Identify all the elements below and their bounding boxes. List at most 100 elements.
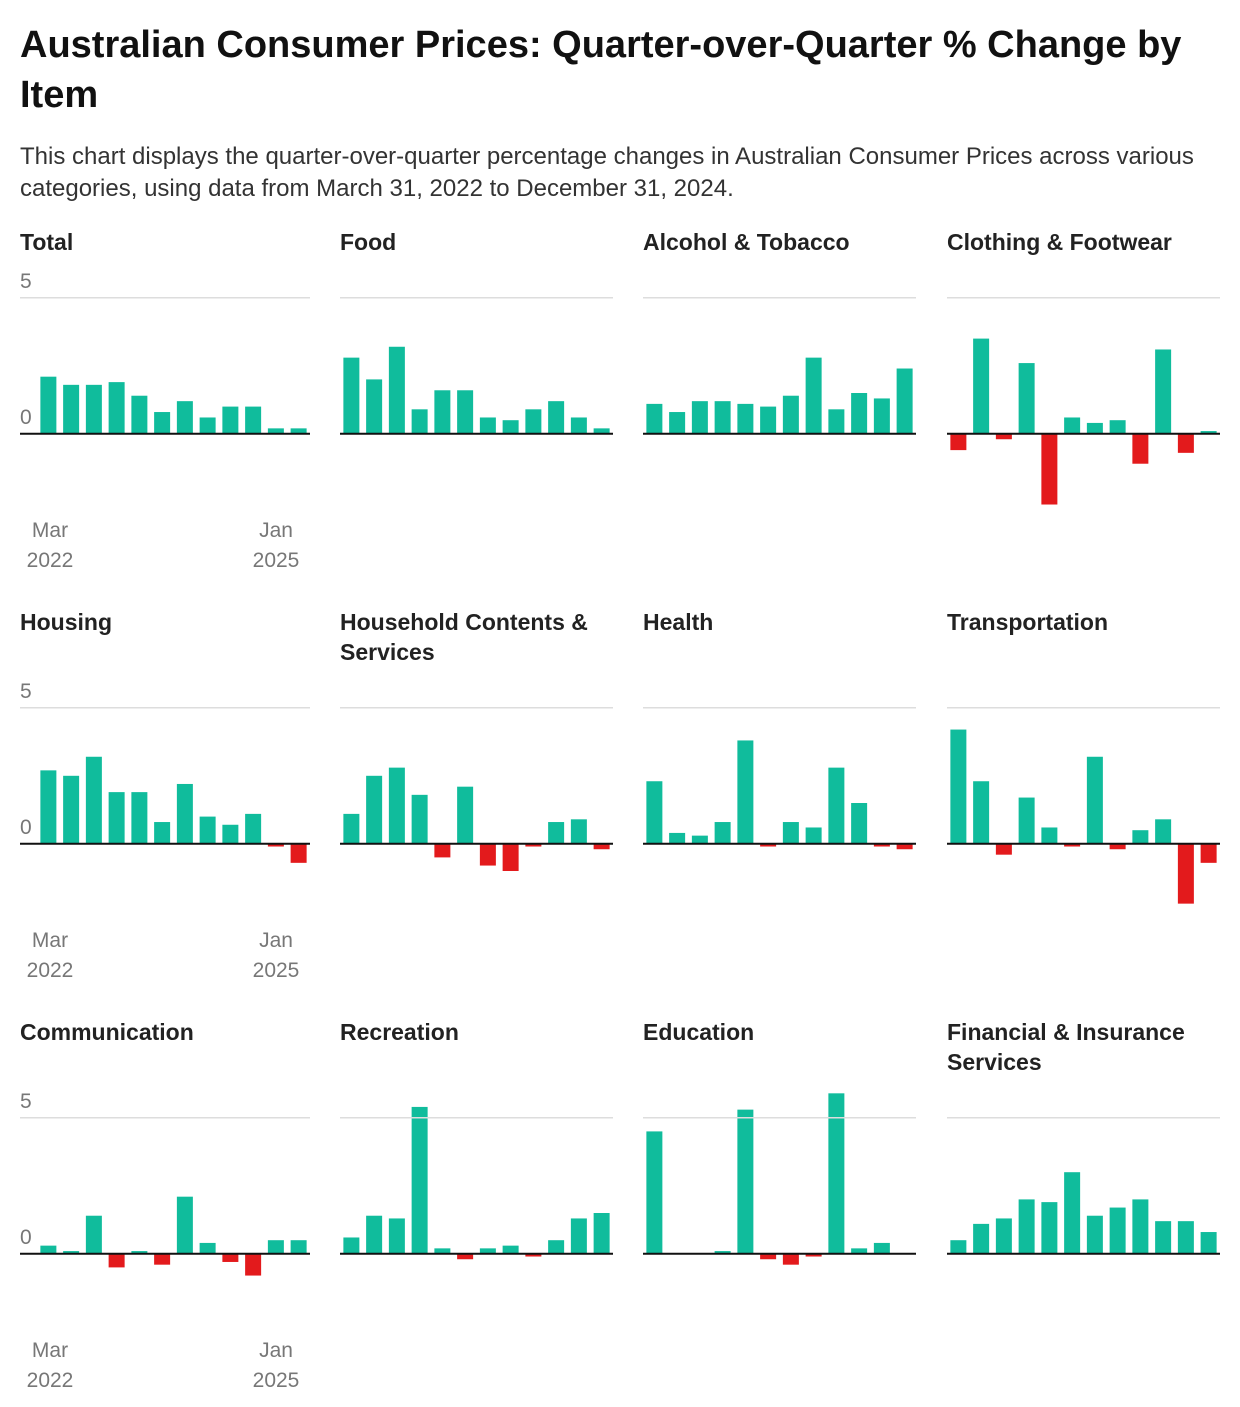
bar — [366, 775, 383, 844]
bar — [1177, 843, 1194, 904]
bar — [691, 835, 708, 844]
bar — [131, 1251, 148, 1254]
panel-chart — [340, 707, 613, 871]
bar — [828, 409, 845, 434]
bar — [873, 843, 890, 847]
bar — [1086, 1215, 1103, 1254]
bar — [1200, 431, 1217, 434]
bar — [40, 770, 57, 844]
bar — [1064, 1172, 1081, 1254]
bar — [343, 1237, 360, 1254]
bar — [131, 792, 148, 844]
bar — [199, 1242, 216, 1254]
bar — [434, 1248, 451, 1254]
panel-title: Communication — [20, 1019, 194, 1045]
bar — [828, 1093, 845, 1254]
bar — [873, 1242, 890, 1254]
x-tick-label: Mar 2022 — [26, 928, 74, 982]
bar — [995, 843, 1012, 855]
panel — [340, 257, 613, 587]
bar — [366, 1215, 383, 1254]
bar — [737, 403, 754, 434]
bar — [154, 1253, 171, 1265]
bar — [760, 406, 777, 434]
bar — [108, 1253, 125, 1268]
x-tick-label: Jan 2025 — [252, 928, 300, 982]
x-tick-label: Jan 2025 — [252, 1338, 300, 1392]
panel-chart: 05 — [20, 680, 310, 863]
bar — [502, 1245, 519, 1254]
bar — [502, 843, 519, 871]
bar — [851, 803, 868, 844]
panel-chart — [947, 707, 1220, 904]
panel-chart — [643, 707, 916, 850]
bar — [896, 368, 913, 434]
panel-chart — [340, 1106, 613, 1260]
panel-chart: 05 — [20, 270, 310, 435]
bar — [1132, 830, 1149, 844]
y-tick-label: 5 — [20, 270, 32, 293]
bar — [479, 417, 496, 434]
bar — [343, 357, 360, 434]
bar — [1132, 433, 1149, 464]
bar — [714, 822, 731, 844]
bar — [479, 1248, 496, 1254]
bar — [669, 832, 686, 844]
bar — [714, 401, 731, 434]
bar — [593, 843, 610, 850]
bar — [154, 822, 171, 844]
panel — [643, 1077, 917, 1407]
bar — [457, 1253, 474, 1260]
bar — [388, 346, 405, 434]
bar — [973, 781, 990, 844]
bar — [245, 813, 262, 844]
bar — [593, 428, 610, 434]
chart-subtitle: This chart displays the quarter-over-qua… — [20, 143, 1194, 202]
panel-chart — [340, 297, 613, 435]
panel-title: Education — [643, 1019, 755, 1045]
chart-title: Australian Consumer Prices: Quarter-over… — [20, 24, 1182, 116]
bar — [851, 393, 868, 434]
bar — [411, 1106, 428, 1254]
bar — [950, 433, 967, 451]
bar — [851, 1248, 868, 1254]
bar — [1109, 1207, 1126, 1254]
bar — [1155, 1221, 1172, 1254]
bar — [290, 1240, 307, 1254]
bar — [525, 1253, 542, 1257]
bar — [760, 843, 777, 847]
bar — [1200, 1232, 1217, 1254]
bar — [593, 1213, 610, 1254]
bar — [63, 775, 80, 844]
bar — [199, 417, 216, 434]
panel-title: Transportation — [947, 609, 1109, 635]
panel — [947, 667, 1220, 997]
bar — [245, 1253, 262, 1276]
panel-chart — [947, 297, 1220, 505]
bar — [782, 822, 799, 844]
bar — [388, 1218, 405, 1254]
panel-title: Household Contents & Services — [340, 609, 588, 665]
bar — [411, 409, 428, 434]
bar — [548, 401, 565, 434]
bar — [85, 1215, 102, 1254]
bar — [525, 843, 542, 847]
bar — [669, 412, 686, 434]
bar — [646, 781, 663, 844]
panel-chart: 05 — [20, 1090, 310, 1276]
panel — [947, 257, 1220, 587]
bar — [176, 783, 193, 844]
bar — [343, 813, 360, 844]
bar — [366, 379, 383, 434]
bar — [479, 843, 496, 866]
panel-title: Recreation — [340, 1019, 459, 1045]
y-tick-label: 5 — [20, 680, 32, 703]
bar — [434, 843, 451, 858]
bar — [40, 376, 57, 434]
x-tick-label: Jan 2025 — [252, 518, 300, 572]
bar — [714, 1251, 731, 1254]
bar — [267, 428, 284, 434]
bar — [199, 816, 216, 844]
bar — [1177, 1221, 1194, 1254]
bar — [176, 1196, 193, 1254]
